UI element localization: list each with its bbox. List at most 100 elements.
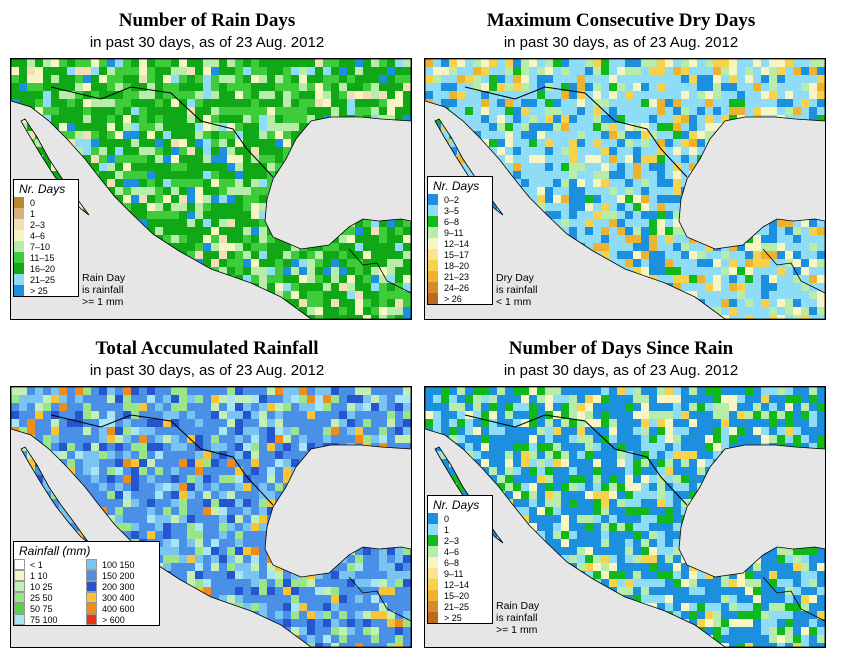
map-days-since-rain: Nr. Days 0 1 2–3 4–6 6–8 9–11 12–14 15–20 21–25 >… — [424, 386, 826, 648]
legend-swatch — [86, 603, 97, 614]
panel-title: Number of Days Since Rain — [508, 338, 734, 359]
legend-title: Nr. Days — [433, 179, 480, 193]
legend-label: 11–15 — [30, 252, 55, 263]
legend-item: 0 — [428, 513, 492, 524]
southern-border — [762, 576, 825, 622]
legend-label: < 1 — [30, 559, 43, 570]
panel-dry-days: Maximum Consecutive Dry Days in past 30 … — [416, 0, 826, 330]
legend-label: 0–2 — [444, 194, 460, 205]
legend-column: 100 150 150 200 200 300 300 400 400 600 > 600 — [86, 559, 158, 625]
legend-rows: 0 1 2–3 4–6 6–8 9–11 12–14 15–20 21–25 > 25 — [428, 513, 492, 623]
legend-swatch — [428, 535, 439, 546]
legend-item: 200 300 — [86, 581, 158, 592]
legend-swatch — [428, 612, 439, 623]
legend-item: 11–15 — [14, 252, 78, 263]
legend-swatch — [428, 293, 439, 304]
legend-item: < 1 — [14, 559, 86, 570]
legend-title: Nr. Days — [19, 182, 66, 196]
legend-item: 0–2 — [428, 194, 492, 205]
us-mexico-border — [50, 86, 274, 178]
panel-subtitle: in past 30 days, as of 23 Aug. 2012 — [89, 362, 325, 379]
legend-swatch — [86, 559, 97, 570]
coastline — [11, 387, 411, 647]
legend-swatch — [428, 579, 439, 590]
note-line: is rainfall — [82, 284, 124, 296]
legend-swatch — [14, 570, 25, 581]
legend-label: 75 100 — [30, 614, 58, 625]
panel-subtitle: in past 30 days, as of 23 Aug. 2012 — [503, 362, 739, 379]
legend-item: 21–25 — [428, 601, 492, 612]
note-line: >= 1 mm — [82, 296, 124, 308]
legend-item: 75 100 — [14, 614, 86, 625]
legend-swatch — [428, 216, 439, 227]
legend-label: 1 10 — [30, 570, 48, 581]
legend-item: 4–6 — [428, 546, 492, 557]
legend-label: 24–26 — [444, 282, 470, 293]
legend-label: 200 300 — [102, 581, 135, 592]
map-rain-days: Nr. Days 0 1 2–3 4–6 7–10 11–15 16–20 21–25 > 25… — [10, 58, 412, 320]
legend-label: 21–25 — [444, 601, 470, 612]
legend-item: 400 600 — [86, 603, 158, 614]
panel-days-since-rain: Number of Days Since Rain in past 30 day… — [416, 328, 826, 658]
legend-item: 12–14 — [428, 579, 492, 590]
legend-item: 18–20 — [428, 260, 492, 271]
map-canvas — [425, 387, 825, 647]
legend-item: 100 150 — [86, 559, 158, 570]
baja-coastline — [434, 118, 504, 216]
note-line: is rainfall — [496, 284, 538, 296]
legend-item: 2–3 — [428, 535, 492, 546]
legend-item: 21–25 — [14, 274, 78, 285]
legend-swatch — [428, 238, 439, 249]
legend-item: 4–6 — [14, 230, 78, 241]
legend-swatch — [14, 559, 25, 570]
legend-item: 15–20 — [428, 590, 492, 601]
legend-item: 10 25 — [14, 581, 86, 592]
panel-subtitle: in past 30 days, as of 23 Aug. 2012 — [89, 34, 325, 51]
legend-swatch — [428, 260, 439, 271]
map-legend: Nr. Days 0–2 3–5 6–8 9–11 12–14 15–17 18–20 21–… — [427, 176, 493, 305]
legend-label: > 25 — [30, 285, 48, 296]
legend-label: 2–3 — [444, 535, 460, 546]
legend-item: 15–17 — [428, 249, 492, 260]
legend-label: 1 — [444, 524, 450, 535]
legend-swatch — [428, 194, 439, 205]
note-line: Rain Day — [496, 600, 540, 612]
legend-item: 50 75 — [14, 603, 86, 614]
legend-item: 2–3 — [14, 219, 78, 230]
map-legend: Nr. Days 0 1 2–3 4–6 6–8 9–11 12–14 15–20 21–25 >… — [427, 495, 493, 624]
legend-label: 2–3 — [30, 219, 46, 230]
us-mexico-border — [464, 414, 688, 506]
legend-swatch — [428, 590, 439, 601]
legend-swatch — [14, 230, 25, 241]
us-mexico-border — [50, 414, 274, 506]
panel-rain-days: Number of Rain Days in past 30 days, as … — [2, 0, 412, 330]
legend-item: 1 10 — [14, 570, 86, 581]
legend-item: 12–14 — [428, 238, 492, 249]
baja-coastline — [434, 446, 504, 544]
legend-swatch — [14, 263, 25, 274]
legend-label: 3–5 — [444, 205, 460, 216]
legend-label: 150 200 — [102, 570, 135, 581]
panel-title: Number of Rain Days — [118, 10, 296, 31]
legend-item: 25 50 — [14, 592, 86, 603]
legend-swatch — [428, 568, 439, 579]
legend-item: 7–10 — [14, 241, 78, 252]
rain-day-note: Rain Day is rainfall >= 1 mm — [82, 272, 125, 308]
southern-border — [348, 576, 411, 622]
legend-item: > 25 — [14, 285, 78, 296]
legend-swatch — [14, 274, 25, 285]
legend-item: 1 — [428, 524, 492, 535]
coastline — [11, 59, 411, 319]
legend-item: 6–8 — [428, 216, 492, 227]
legend-rows: 0 1 2–3 4–6 7–10 11–15 16–20 21–25 > 25 — [14, 197, 78, 296]
legend-label: 9–11 — [444, 227, 464, 238]
legend-label: 6–8 — [444, 557, 460, 568]
legend-label: 1 — [30, 208, 36, 219]
panel-total-rainfall: Total Accumulated Rainfall in past 30 da… — [2, 328, 412, 658]
legend-label: 12–14 — [444, 579, 470, 590]
legend-swatch — [14, 241, 25, 252]
note-line: >= 1 mm — [496, 624, 538, 636]
legend-item: 300 400 — [86, 592, 158, 603]
legend-label: 16–20 — [30, 263, 56, 274]
